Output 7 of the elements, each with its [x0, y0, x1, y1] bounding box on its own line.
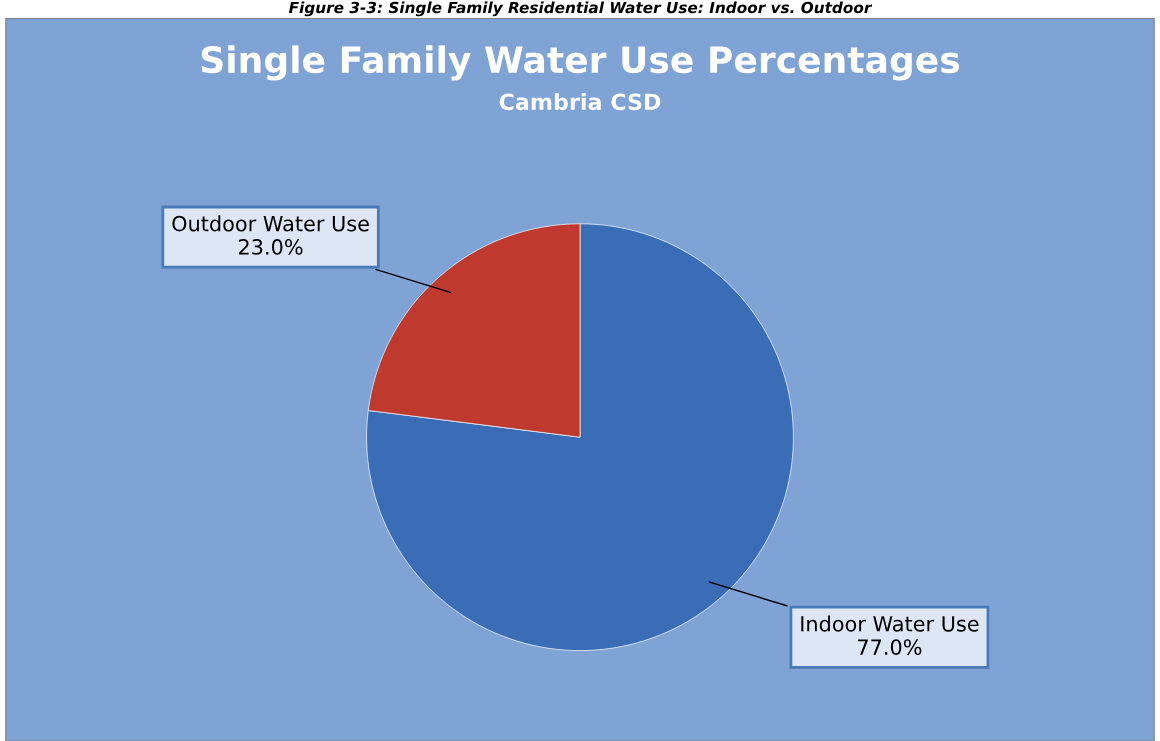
caption: Figure 3-3: Single Family Residential Water Use: Indoor vs. Outdoor	[288, 1, 873, 17]
slice-label: Indoor Water Use	[801, 615, 979, 632]
slice-label: Outdoor Water Use	[172, 215, 369, 232]
data-label: 77.0%	[858, 639, 922, 655]
chart-subtitle: Cambria CSD	[499, 92, 661, 111]
chart-title: Single Family Water Use Percentages	[201, 45, 960, 81]
data-label: 23.0%	[238, 239, 303, 255]
